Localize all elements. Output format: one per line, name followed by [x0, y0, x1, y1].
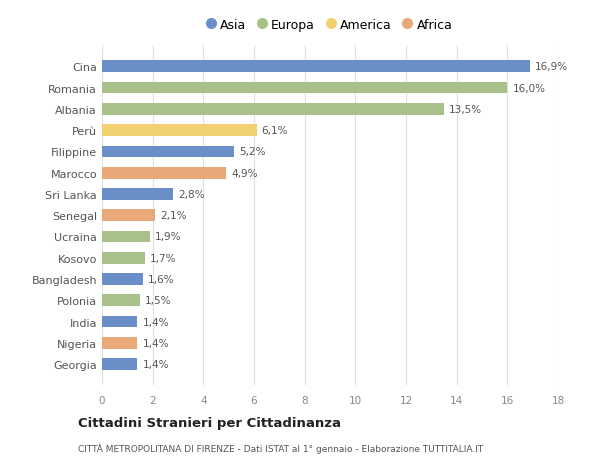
Bar: [102, 252, 145, 264]
Bar: [102, 104, 444, 116]
Text: 1,9%: 1,9%: [155, 232, 182, 242]
Text: 4,9%: 4,9%: [231, 168, 258, 178]
Text: 1,7%: 1,7%: [150, 253, 176, 263]
Bar: [102, 358, 137, 370]
Bar: [102, 295, 140, 307]
Bar: [102, 125, 257, 137]
Bar: [102, 210, 155, 222]
Bar: [102, 62, 530, 73]
Text: 6,1%: 6,1%: [262, 126, 288, 136]
Text: 2,8%: 2,8%: [178, 190, 205, 200]
Text: Cittadini Stranieri per Cittadinanza: Cittadini Stranieri per Cittadinanza: [78, 416, 341, 429]
Bar: [102, 231, 150, 243]
Text: 16,0%: 16,0%: [512, 84, 545, 93]
Text: 13,5%: 13,5%: [449, 105, 482, 115]
Text: 1,5%: 1,5%: [145, 296, 172, 306]
Text: 2,1%: 2,1%: [160, 211, 187, 221]
Text: CITTÀ METROPOLITANA DI FIRENZE - Dati ISTAT al 1° gennaio - Elaborazione TUTTITA: CITTÀ METROPOLITANA DI FIRENZE - Dati IS…: [78, 442, 483, 453]
Bar: [102, 316, 137, 328]
Bar: [102, 168, 226, 179]
Text: 1,6%: 1,6%: [148, 274, 174, 285]
Text: 16,9%: 16,9%: [535, 62, 568, 72]
Bar: [102, 83, 508, 94]
Text: 5,2%: 5,2%: [239, 147, 265, 157]
Bar: [102, 274, 143, 285]
Text: 1,4%: 1,4%: [143, 338, 169, 348]
Text: 1,4%: 1,4%: [143, 317, 169, 327]
Legend: Asia, Europa, America, Africa: Asia, Europa, America, Africa: [203, 15, 457, 35]
Bar: [102, 189, 173, 200]
Bar: [102, 146, 234, 158]
Bar: [102, 337, 137, 349]
Text: 1,4%: 1,4%: [143, 359, 169, 369]
